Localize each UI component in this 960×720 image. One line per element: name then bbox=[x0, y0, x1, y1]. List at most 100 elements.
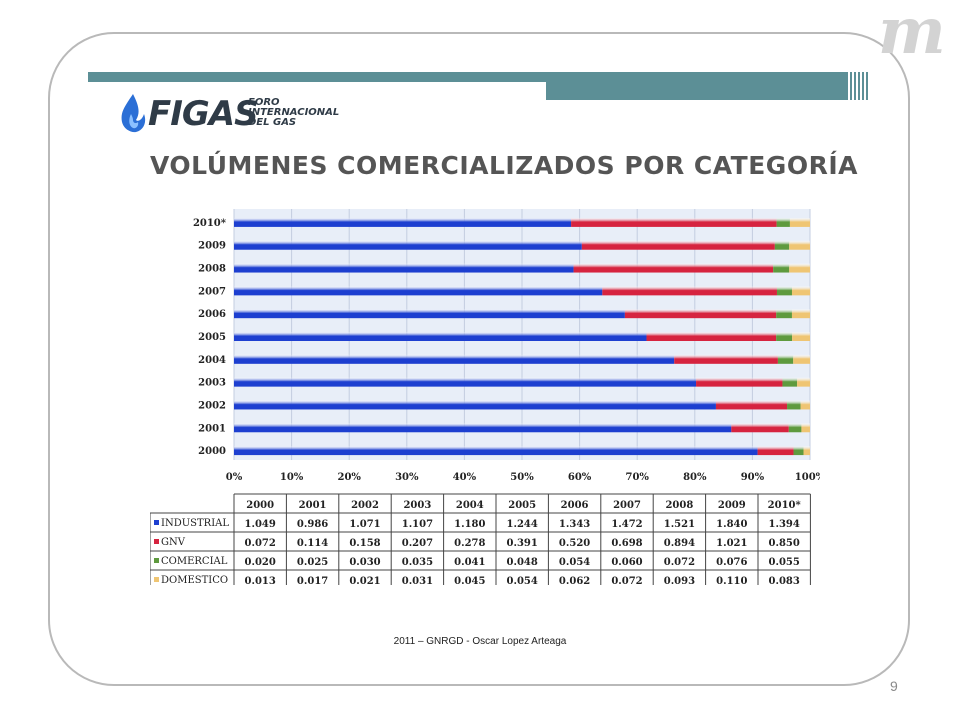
x-tick-label: 70% bbox=[625, 472, 649, 483]
table-header-cell: 2007 bbox=[613, 500, 641, 511]
bar-segment-domestico bbox=[789, 217, 810, 227]
table-cell: 0.520 bbox=[559, 538, 590, 549]
brand-subtitle-line: INTERNACIONAL bbox=[248, 107, 340, 118]
table-header-cell: 2008 bbox=[665, 500, 693, 511]
table-header-cell: 2003 bbox=[403, 500, 431, 511]
bar-segment-gnv bbox=[602, 286, 777, 296]
legend-key-gnv bbox=[154, 539, 159, 544]
table-cell: 0.060 bbox=[611, 557, 642, 568]
table-cell: 0.072 bbox=[245, 538, 276, 549]
bar-segment-comercial bbox=[776, 286, 792, 296]
table-cell: 0.013 bbox=[245, 576, 276, 585]
legend-label: GNV bbox=[161, 537, 186, 548]
bar-segment-industrial bbox=[234, 423, 732, 433]
table-cell: 0.986 bbox=[297, 519, 328, 530]
table-header-cell: 2010* bbox=[768, 500, 802, 511]
x-tick-label: 30% bbox=[395, 472, 419, 483]
slide-footer: 2011 – GNRGD - Oscar Lopez Arteaga bbox=[393, 636, 567, 647]
header-accent-bar bbox=[88, 72, 866, 82]
bar-segment-domestico bbox=[789, 263, 810, 273]
bar-segment-gnv bbox=[715, 400, 788, 410]
bar-segment-comercial bbox=[774, 240, 790, 250]
x-tick-label: 50% bbox=[510, 472, 534, 483]
brand-subtitle: FORO INTERNACIONAL DEL GAS bbox=[248, 98, 368, 128]
bar-segment-gnv bbox=[696, 377, 783, 387]
bar-segment-gnv bbox=[646, 332, 777, 341]
table-cell: 1.394 bbox=[769, 519, 800, 530]
brand-subtitle-line: DEL GAS bbox=[248, 117, 297, 128]
x-tick-label: 100% bbox=[795, 472, 820, 483]
stacked-bar-chart: 0% 10% 20% 30% 40% 50% 60% 70% 80% 90% 100% 2000 200… bbox=[150, 209, 820, 585]
table-cell: 1.244 bbox=[507, 519, 538, 530]
table-cell: 0.054 bbox=[559, 557, 590, 568]
y-tick-label: 2007 bbox=[198, 286, 226, 297]
x-tick-label: 10% bbox=[280, 472, 304, 483]
bar-segment-domestico bbox=[792, 332, 810, 341]
table-cell: 0.083 bbox=[769, 576, 800, 585]
bar-segment-industrial bbox=[234, 377, 697, 387]
table-cell: 0.062 bbox=[559, 576, 590, 585]
table-cell: 0.072 bbox=[664, 557, 695, 568]
y-tick-label: 2005 bbox=[198, 332, 226, 343]
x-tick-label: 0% bbox=[226, 472, 243, 483]
bar-segment-domestico bbox=[791, 309, 810, 319]
legend-label: COMERCIAL bbox=[161, 556, 228, 567]
y-tick-label: 2003 bbox=[198, 378, 226, 389]
y-tick-label: 2010* bbox=[193, 218, 227, 229]
table-cell: 0.045 bbox=[454, 576, 485, 585]
bar-segment-industrial bbox=[234, 354, 675, 364]
bar-segment-gnv bbox=[624, 309, 777, 319]
bar-segment-gnv bbox=[757, 446, 794, 456]
x-tick-label: 80% bbox=[683, 472, 707, 483]
y-tick-label: 2004 bbox=[198, 355, 226, 366]
bar-segment-gnv bbox=[581, 240, 775, 250]
bar-segment-domestico bbox=[789, 240, 810, 250]
table-cell: 1.521 bbox=[664, 519, 695, 530]
x-tick-label: 60% bbox=[568, 472, 592, 483]
legend-key-industrial bbox=[154, 520, 159, 525]
table-cell: 0.017 bbox=[297, 576, 328, 585]
table-cell: 0.031 bbox=[402, 576, 433, 585]
bar-segment-gnv bbox=[571, 217, 777, 227]
table-cell: 1.049 bbox=[245, 519, 276, 530]
bar-segment-comercial bbox=[776, 309, 792, 319]
legend-key-comercial bbox=[154, 558, 159, 563]
table-cell: 1.343 bbox=[559, 519, 590, 530]
bar-segment-industrial bbox=[234, 332, 647, 341]
x-tick-label: 40% bbox=[453, 472, 477, 483]
bar-segment-industrial bbox=[234, 217, 572, 227]
bar-segment-comercial bbox=[793, 446, 804, 456]
bar-segment-industrial bbox=[234, 263, 574, 273]
legend-label: DOMESTICO bbox=[161, 575, 228, 585]
table-cell: 0.114 bbox=[297, 538, 328, 549]
table-cell: 0.054 bbox=[507, 576, 538, 585]
bar-segment-domestico bbox=[800, 400, 810, 410]
brand-name: FIGAS bbox=[148, 94, 259, 134]
table-header-cell: 2009 bbox=[718, 500, 746, 511]
bar-segment-industrial bbox=[234, 446, 758, 456]
bar-segment-gnv bbox=[731, 423, 789, 433]
table-header-cell: 2006 bbox=[561, 500, 589, 511]
y-tick-label: 2009 bbox=[198, 241, 226, 252]
table-header-cell: 2005 bbox=[508, 500, 536, 511]
bar-segment-gnv bbox=[674, 354, 778, 364]
table-cell: 0.207 bbox=[402, 538, 433, 549]
table-cell: 0.048 bbox=[507, 557, 538, 568]
y-tick-label: 2000 bbox=[198, 446, 226, 457]
table-cell: 0.110 bbox=[716, 576, 747, 585]
legend-key-domestico bbox=[154, 577, 159, 582]
table-cell: 1.021 bbox=[716, 538, 747, 549]
table-cell: 0.020 bbox=[245, 557, 276, 568]
flame-icon bbox=[121, 94, 146, 133]
bar-segment-comercial bbox=[776, 217, 790, 227]
bar-segment-domestico bbox=[793, 354, 810, 364]
table-cell: 0.055 bbox=[769, 557, 800, 568]
bar-segment-industrial bbox=[234, 400, 716, 410]
table-cell: 1.107 bbox=[402, 519, 433, 530]
corner-logo: m bbox=[878, 0, 946, 69]
bar-segment-domestico bbox=[797, 377, 810, 387]
table-cell: 0.093 bbox=[664, 576, 695, 585]
legend-label: INDUSTRIAL bbox=[161, 518, 229, 529]
bar-segment-industrial bbox=[234, 309, 625, 319]
header-accent-block bbox=[546, 82, 846, 100]
